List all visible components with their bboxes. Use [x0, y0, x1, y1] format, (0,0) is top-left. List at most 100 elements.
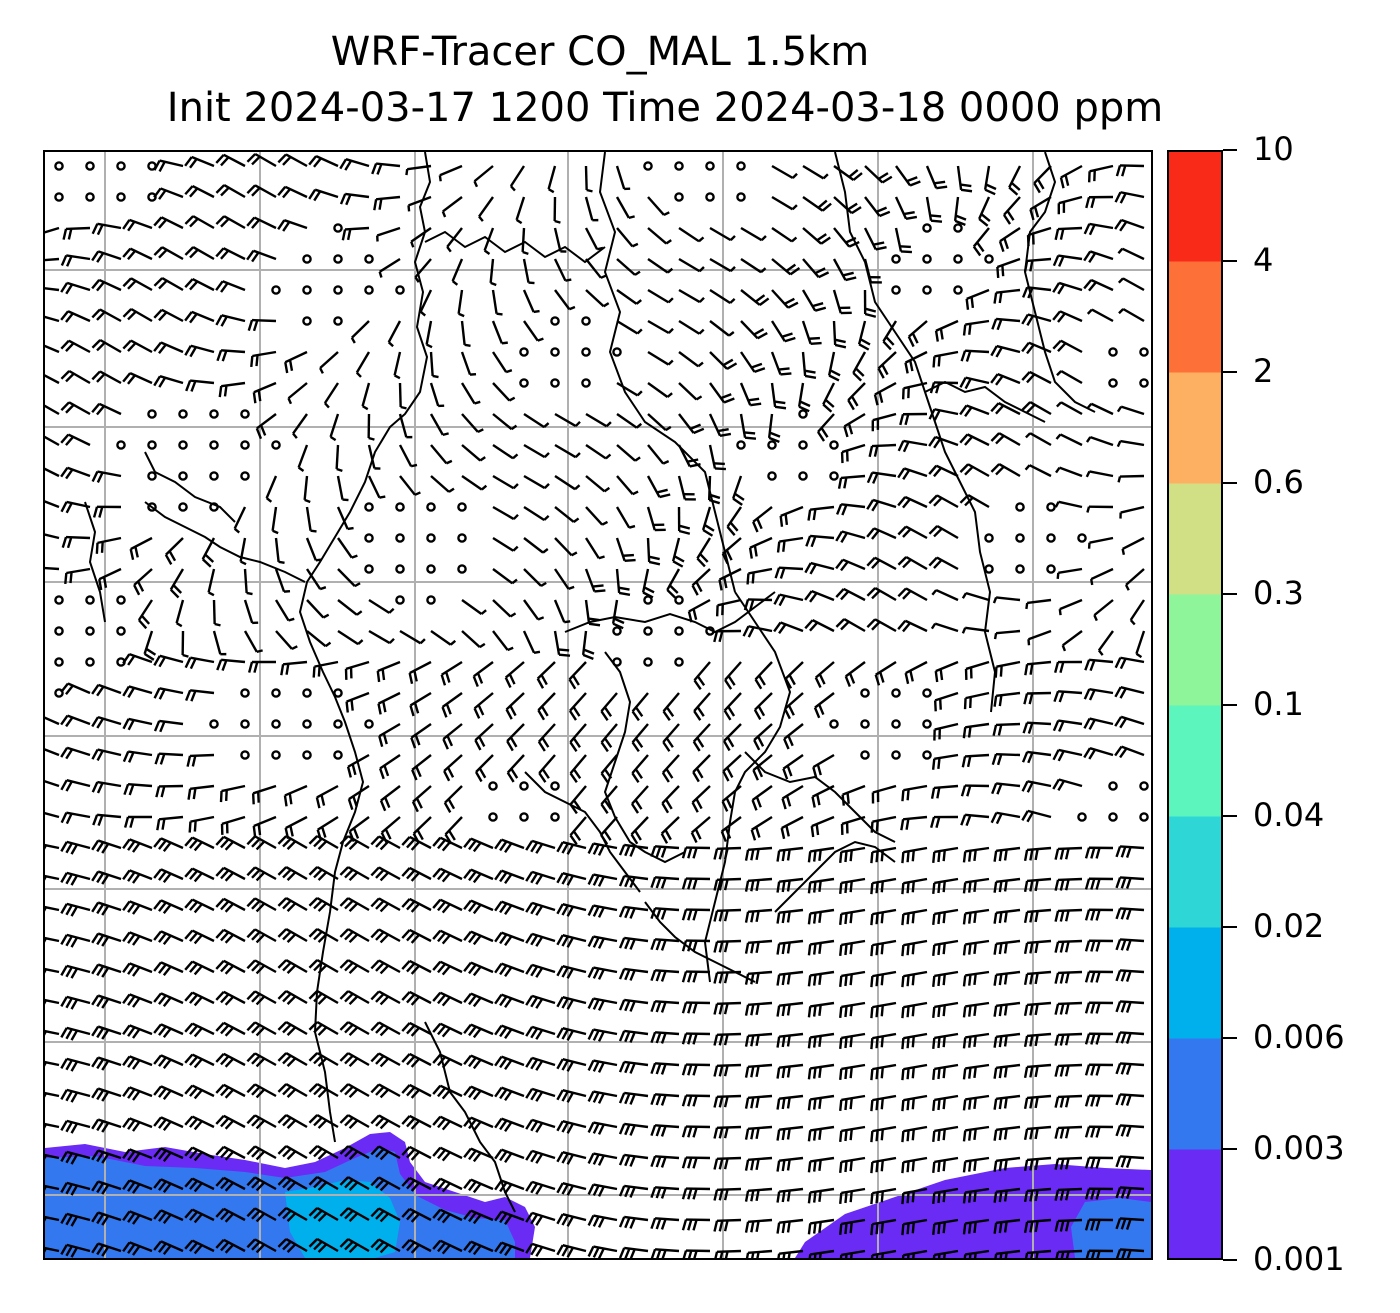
wind-barb [91, 839, 122, 854]
wind-barb [473, 165, 494, 188]
wind-barb [425, 320, 433, 349]
wind-barb [839, 1156, 866, 1173]
calm-wind-marker [457, 533, 467, 543]
wind-barb [1025, 598, 1052, 610]
wind-barb [960, 784, 990, 797]
wind-barb [525, 932, 556, 947]
wind-barb [155, 784, 184, 798]
calm-wind-marker [147, 502, 157, 512]
map-panel[interactable] [43, 150, 1153, 1260]
wind-barb [650, 1124, 680, 1137]
wind-barb [277, 835, 308, 850]
wind-barb [441, 196, 463, 218]
calm-wind-marker [891, 254, 901, 264]
wind-barb [494, 1055, 525, 1070]
wind-barb [1115, 969, 1145, 982]
wind-barb [1054, 1218, 1083, 1232]
wind-barb [1086, 505, 1114, 513]
wind-barb [994, 660, 1021, 678]
wind-barb [153, 1147, 184, 1162]
wind-barb [60, 1119, 91, 1134]
calm-wind-marker [426, 564, 436, 574]
wind-barb [246, 1238, 277, 1254]
wind-barb [713, 1156, 742, 1170]
wind-barb [681, 1156, 711, 1169]
wind-barb [91, 683, 122, 697]
wind-barb [537, 692, 556, 721]
wind-barb [463, 992, 494, 1008]
wind-barb [525, 1056, 556, 1071]
calm-wind-marker [736, 440, 746, 450]
wind-barb [870, 939, 897, 957]
wind-barb [811, 784, 835, 808]
wind-barb [1054, 1125, 1083, 1139]
wind-barb [494, 962, 525, 977]
wind-barb [770, 382, 787, 410]
calm-wind-marker [550, 347, 560, 357]
wind-barb [662, 723, 680, 752]
calm-wind-marker [550, 378, 560, 388]
calm-wind-marker [116, 626, 126, 636]
wind-barb [723, 692, 742, 721]
wind-barb [1052, 281, 1083, 295]
wind-barb [91, 222, 122, 236]
wind-barb [832, 289, 852, 315]
wind-barb [1021, 286, 1052, 299]
coastline-8 [834, 152, 997, 713]
wind-barb [432, 960, 463, 976]
wind-barb [1084, 1218, 1114, 1231]
wind-barb [993, 1125, 1021, 1141]
wind-barb [308, 1237, 339, 1253]
wind-barb [60, 811, 91, 825]
wind-barb [308, 1082, 339, 1098]
wind-barb [933, 722, 959, 741]
wind-barb [866, 618, 897, 633]
wind-barb [897, 467, 928, 480]
wind-barb [713, 970, 742, 984]
wind-barb [215, 1145, 246, 1161]
wind-barb [432, 898, 463, 914]
wind-barb [965, 288, 990, 310]
wind-barb [215, 1176, 246, 1192]
colorbar-tick-label: 0.001 [1253, 1240, 1345, 1278]
wind-barb [587, 1121, 618, 1135]
wind-barb [993, 1218, 1021, 1234]
calm-wind-marker [922, 688, 932, 698]
wind-barb [928, 408, 959, 421]
wind-barb [515, 196, 526, 225]
calm-wind-marker [333, 719, 343, 729]
colorbar-tickmark [1223, 1259, 1237, 1261]
wind-barb [713, 877, 742, 891]
wind-barb-layer [45, 152, 1149, 1258]
wind-barb [833, 165, 863, 181]
calm-wind-marker [302, 719, 312, 729]
wind-barb [45, 566, 60, 571]
wind-barb [556, 995, 587, 1010]
wind-barb [265, 475, 278, 503]
wind-barb [693, 661, 711, 691]
wind-barb [1085, 1249, 1114, 1258]
wind-barb [60, 401, 91, 416]
wind-barb [870, 846, 897, 864]
wind-barb [1023, 1218, 1052, 1234]
wind-barb [961, 753, 990, 768]
wind-barb [246, 990, 277, 1006]
wind-barb [492, 536, 519, 552]
calm-wind-marker [643, 626, 653, 636]
wind-barb [239, 537, 247, 566]
wind-barb [802, 258, 830, 279]
wind-barb [743, 598, 773, 611]
wind-barb [744, 877, 773, 892]
wind-barb [773, 621, 804, 635]
wind-barb [411, 754, 432, 781]
wind-barb [840, 443, 866, 464]
wind-barb [430, 630, 457, 646]
calm-wind-marker [1046, 533, 1056, 543]
wind-barb [932, 877, 959, 894]
colorbar-tick-label: 0.003 [1253, 1129, 1345, 1167]
wind-barb [494, 1117, 525, 1132]
wind-barb [681, 1187, 711, 1200]
wind-barb [474, 754, 494, 783]
wind-barb [807, 846, 835, 863]
wind-barb [928, 556, 959, 571]
